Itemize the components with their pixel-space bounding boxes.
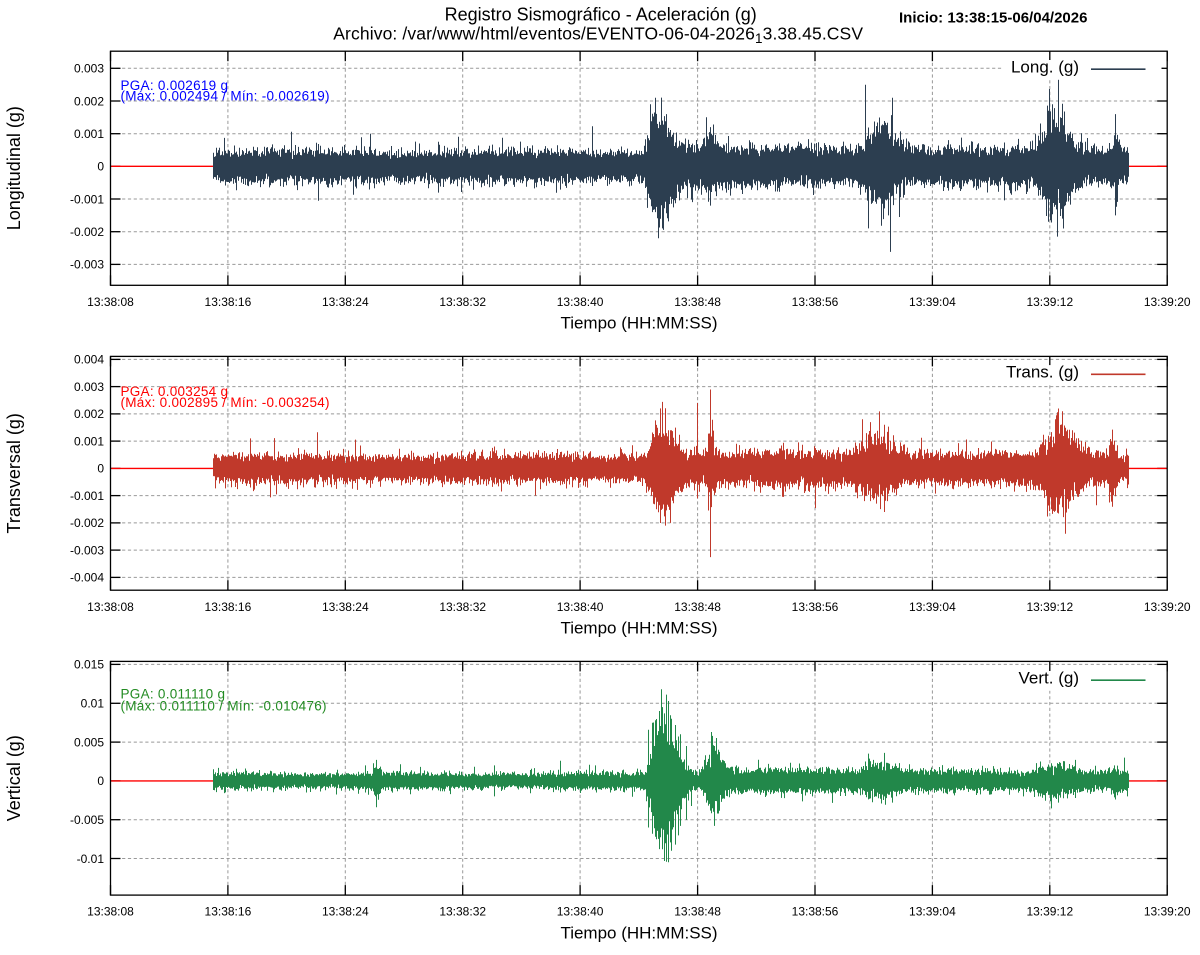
svg-text:13:38:48: 13:38:48 bbox=[674, 295, 721, 309]
svg-text:13:38:56: 13:38:56 bbox=[792, 905, 839, 919]
svg-text:0.001: 0.001 bbox=[74, 127, 104, 141]
svg-text:0.001: 0.001 bbox=[74, 434, 104, 448]
svg-text:(Máx: 0.002494 / Mín: -0.00261: (Máx: 0.002494 / Mín: -0.002619) bbox=[121, 89, 330, 104]
svg-text:Archivo: /var/www/html/eventos: Archivo: /var/www/html/eventos/EVENTO-06… bbox=[333, 24, 863, 47]
svg-text:(Máx: 0.011110 / Mín: -0.01047: (Máx: 0.011110 / Mín: -0.010476) bbox=[121, 698, 327, 713]
svg-text:0.004: 0.004 bbox=[74, 353, 104, 367]
svg-text:13:38:40: 13:38:40 bbox=[557, 600, 604, 614]
svg-text:-0.001: -0.001 bbox=[70, 489, 104, 503]
svg-text:13:38:08: 13:38:08 bbox=[87, 600, 134, 614]
svg-text:13:38:40: 13:38:40 bbox=[557, 905, 604, 919]
svg-text:13:38:24: 13:38:24 bbox=[322, 600, 369, 614]
svg-text:Transversal (g): Transversal (g) bbox=[4, 413, 24, 533]
svg-text:0: 0 bbox=[97, 774, 104, 788]
svg-text:13:39:12: 13:39:12 bbox=[1026, 905, 1073, 919]
svg-text:13:38:08: 13:38:08 bbox=[87, 905, 134, 919]
svg-text:Trans. (g): Trans. (g) bbox=[1006, 363, 1079, 382]
svg-text:Tiempo (HH:MM:SS): Tiempo (HH:MM:SS) bbox=[560, 924, 717, 943]
svg-text:13:39:20: 13:39:20 bbox=[1144, 600, 1191, 614]
svg-text:-0.004: -0.004 bbox=[70, 571, 104, 585]
svg-text:PGA: 0.011110 g: PGA: 0.011110 g bbox=[121, 687, 226, 702]
svg-text:13:38:16: 13:38:16 bbox=[205, 295, 252, 309]
svg-text:Tiempo (HH:MM:SS): Tiempo (HH:MM:SS) bbox=[560, 619, 717, 638]
svg-text:13:38:08: 13:38:08 bbox=[87, 295, 134, 309]
svg-text:13:38:16: 13:38:16 bbox=[205, 905, 252, 919]
svg-text:-0.001: -0.001 bbox=[70, 192, 104, 206]
svg-text:Long. (g): Long. (g) bbox=[1011, 57, 1079, 76]
svg-text:13:38:32: 13:38:32 bbox=[439, 600, 486, 614]
svg-text:13:38:24: 13:38:24 bbox=[322, 295, 369, 309]
svg-text:-0.005: -0.005 bbox=[70, 813, 104, 827]
svg-text:13:38:24: 13:38:24 bbox=[322, 905, 369, 919]
svg-text:Vertical (g): Vertical (g) bbox=[4, 735, 24, 821]
svg-text:13:39:12: 13:39:12 bbox=[1026, 600, 1073, 614]
svg-text:-0.003: -0.003 bbox=[70, 543, 104, 557]
svg-text:13:38:32: 13:38:32 bbox=[439, 295, 486, 309]
svg-text:13:39:04: 13:39:04 bbox=[909, 600, 956, 614]
svg-text:-0.003: -0.003 bbox=[70, 258, 104, 272]
svg-text:0.002: 0.002 bbox=[74, 407, 104, 421]
svg-text:0.003: 0.003 bbox=[74, 62, 104, 76]
svg-text:PGA: 0.002619 g: PGA: 0.002619 g bbox=[121, 78, 229, 93]
svg-text:Inicio: 13:38:15-06/04/2026: Inicio: 13:38:15-06/04/2026 bbox=[899, 9, 1087, 26]
svg-text:13:38:32: 13:38:32 bbox=[439, 905, 486, 919]
svg-text:Longitudinal (g): Longitudinal (g) bbox=[4, 106, 24, 230]
svg-text:0: 0 bbox=[97, 160, 104, 174]
svg-text:0.01: 0.01 bbox=[81, 697, 105, 711]
svg-text:(Máx: 0.002895 / Mín: -0.00325: (Máx: 0.002895 / Mín: -0.003254) bbox=[121, 395, 330, 410]
svg-text:13:39:12: 13:39:12 bbox=[1026, 295, 1073, 309]
svg-text:13:38:56: 13:38:56 bbox=[792, 295, 839, 309]
svg-text:-0.002: -0.002 bbox=[70, 225, 104, 239]
svg-text:13:39:20: 13:39:20 bbox=[1144, 905, 1191, 919]
svg-text:13:38:48: 13:38:48 bbox=[674, 600, 721, 614]
svg-text:13:39:04: 13:39:04 bbox=[909, 295, 956, 309]
svg-text:13:39:20: 13:39:20 bbox=[1144, 295, 1191, 309]
svg-text:13:39:04: 13:39:04 bbox=[909, 905, 956, 919]
svg-text:Vert. (g): Vert. (g) bbox=[1019, 668, 1079, 687]
svg-text:0.005: 0.005 bbox=[74, 735, 104, 749]
svg-text:0.003: 0.003 bbox=[74, 380, 104, 394]
svg-text:13:38:40: 13:38:40 bbox=[557, 295, 604, 309]
svg-text:PGA: 0.003254 g: PGA: 0.003254 g bbox=[121, 384, 229, 399]
svg-text:Tiempo (HH:MM:SS): Tiempo (HH:MM:SS) bbox=[560, 314, 717, 333]
svg-text:-0.002: -0.002 bbox=[70, 516, 104, 530]
svg-text:0.002: 0.002 bbox=[74, 94, 104, 108]
svg-text:0: 0 bbox=[97, 462, 104, 476]
svg-text:13:38:16: 13:38:16 bbox=[205, 600, 252, 614]
svg-text:Registro Sismográfico - Aceler: Registro Sismográfico - Aceleración (g) bbox=[445, 5, 757, 25]
svg-text:0.015: 0.015 bbox=[74, 658, 104, 672]
svg-text:-0.01: -0.01 bbox=[77, 852, 105, 866]
svg-text:13:38:56: 13:38:56 bbox=[792, 600, 839, 614]
svg-text:13:38:48: 13:38:48 bbox=[674, 905, 721, 919]
